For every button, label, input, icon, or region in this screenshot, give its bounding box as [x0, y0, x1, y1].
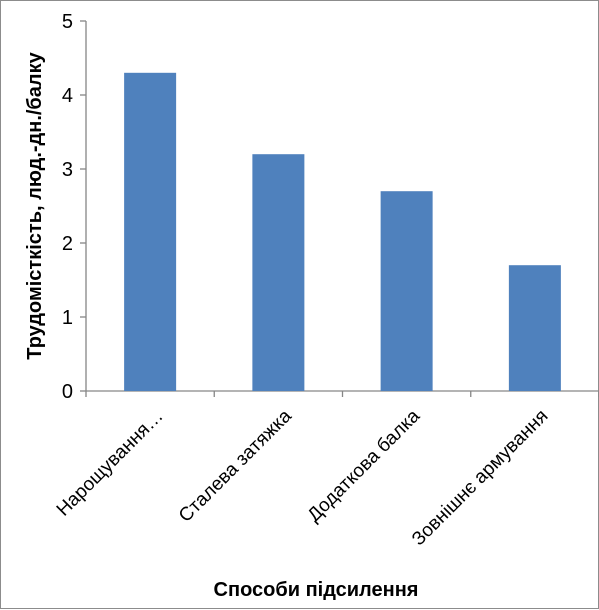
- category-labels: Нарощування… Сталева затяжка Додаткова бал…: [53, 405, 553, 550]
- category-label: Додаткова балка: [304, 405, 425, 526]
- bar: [380, 191, 433, 391]
- y-tick-label: 4: [62, 85, 73, 107]
- bar: [508, 265, 561, 391]
- bar: [124, 72, 177, 392]
- y-tick-label: 5: [62, 11, 73, 33]
- y-tick-label: 0: [62, 381, 73, 403]
- y-axis: 0 1 2 3 4 5: [62, 11, 87, 403]
- bar: [252, 154, 305, 391]
- x-axis-title: Способи підсилення: [214, 579, 419, 601]
- y-axis-title: Трудомісткість, люд.-дн./балку: [24, 51, 46, 359]
- y-tick-label: 1: [62, 307, 73, 329]
- bars: [124, 72, 561, 392]
- category-label: Зовнішнє армування: [408, 406, 552, 550]
- x-axis: [85, 390, 599, 397]
- y-tick-label: 2: [62, 233, 73, 255]
- category-label: Нарощування…: [53, 406, 168, 521]
- y-tick-label: 3: [62, 159, 73, 181]
- category-label: Сталева затяжка: [175, 405, 296, 526]
